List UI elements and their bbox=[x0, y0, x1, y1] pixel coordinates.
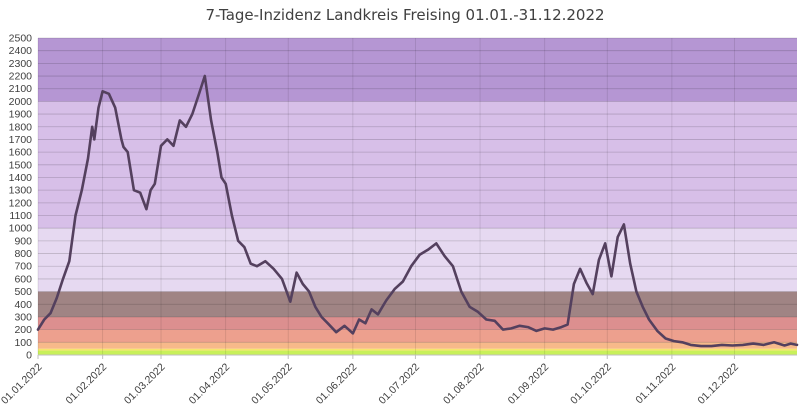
y-axis: 0100200300400500600700800900100011001200… bbox=[9, 33, 797, 362]
background-band-50-100 bbox=[38, 342, 797, 349]
background-band-0-35 bbox=[38, 350, 797, 355]
y-tick-label: 2500 bbox=[9, 33, 33, 45]
y-tick-label: 300 bbox=[14, 311, 32, 323]
y-tick-label: 1900 bbox=[9, 109, 33, 121]
x-tick-label: 01.09.2022 bbox=[506, 361, 552, 407]
x-axis: 01.01.2022 01.02.2022 01.03.2022 01.04.2022… bbox=[0, 355, 741, 407]
y-tick-label: 100 bbox=[14, 337, 32, 349]
y-tick-label: 400 bbox=[14, 299, 32, 311]
x-tick-label: 01.01.2022 bbox=[0, 361, 45, 407]
x-tick-label: 01.06.2022 bbox=[314, 361, 360, 407]
chart-title: 7-Tage-Inzidenz Landkreis Freising 01.01… bbox=[205, 6, 604, 24]
y-tick-label: 2100 bbox=[9, 83, 33, 95]
x-tick-label: 01.12.2022 bbox=[695, 361, 741, 407]
background-band-100-200 bbox=[38, 329, 797, 343]
series-line-0 bbox=[36, 74, 799, 348]
x-tick-label: 01.10.2022 bbox=[568, 361, 614, 407]
y-tick-label: 200 bbox=[14, 324, 32, 336]
x-tick-label: 01.07.2022 bbox=[376, 361, 422, 407]
background-bands bbox=[38, 38, 797, 355]
x-tick-label: 01.03.2022 bbox=[122, 361, 168, 407]
x-tick-label: 01.08.2022 bbox=[441, 361, 487, 407]
x-tick-label: 01.11.2022 bbox=[633, 361, 678, 406]
x-tick-label: 01.04.2022 bbox=[187, 361, 233, 407]
y-tick-label: 2400 bbox=[9, 45, 33, 57]
background-band-300-500 bbox=[38, 291, 797, 317]
background-band-500-1000 bbox=[38, 228, 797, 292]
x-tick-label: 01.05.2022 bbox=[249, 361, 295, 407]
y-tick-label: 800 bbox=[14, 248, 32, 260]
y-tick-label: 1000 bbox=[9, 223, 33, 235]
background-band-1000-2000 bbox=[38, 101, 797, 229]
y-tick-label: 1500 bbox=[9, 159, 33, 171]
y-tick-label: 900 bbox=[14, 235, 32, 247]
background-band-35-50 bbox=[38, 348, 797, 351]
y-tick-label: 1400 bbox=[9, 172, 33, 184]
y-tick-label: 0 bbox=[26, 350, 32, 362]
background-band-2000-2500 bbox=[38, 38, 797, 102]
y-tick-label: 1800 bbox=[9, 121, 33, 133]
y-tick-label: 1100 bbox=[9, 210, 32, 222]
y-tick-label: 1700 bbox=[9, 134, 33, 146]
y-tick-label: 700 bbox=[14, 261, 32, 273]
y-tick-label: 1300 bbox=[9, 185, 33, 197]
y-tick-label: 2000 bbox=[9, 96, 33, 108]
gridlines bbox=[38, 37, 797, 356]
y-tick-label: 2300 bbox=[9, 58, 33, 70]
y-tick-label: 500 bbox=[14, 286, 32, 298]
y-tick-label: 600 bbox=[14, 273, 32, 285]
series-group bbox=[36, 74, 799, 348]
y-tick-label: 1600 bbox=[9, 147, 33, 159]
y-tick-label: 2200 bbox=[9, 71, 33, 83]
y-tick-label: 1200 bbox=[9, 197, 33, 209]
background-band-200-300 bbox=[38, 316, 797, 330]
x-tick-label: 01.02.2022 bbox=[64, 361, 110, 407]
